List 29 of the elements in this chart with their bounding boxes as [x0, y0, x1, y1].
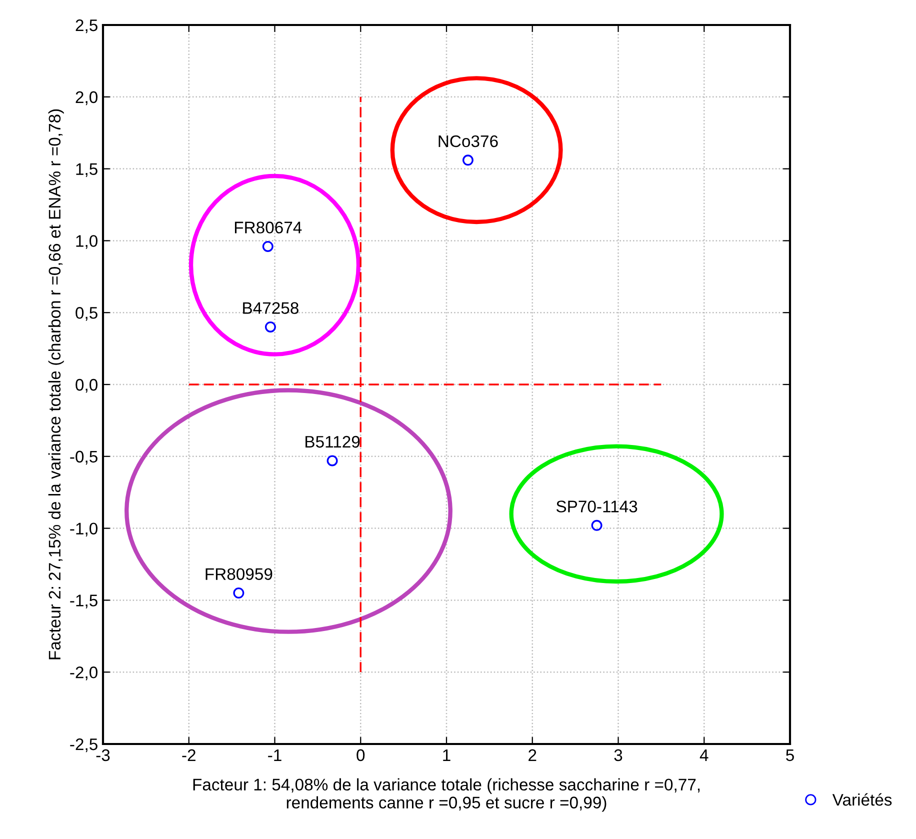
y-tick-label: 1,5: [76, 163, 98, 177]
x-tick-label: 1: [443, 749, 450, 761]
y-axis-title: Facteur 2: 27,15% de la variance totale (charbon r =0,66 et ENA% r =0,78): [48, 109, 64, 660]
x-tick-label: 5: [786, 749, 794, 762]
annotation: SP70-1143: [556, 500, 638, 512]
annotation: B47258: [243, 302, 298, 314]
x-axis-title: Facteur 1: 54,08% de la variance totale (richesse saccharine r =0,77, rendements canne r =0,95 et sucre r =0,99): [193, 778, 700, 812]
x-tick-label: -2: [182, 749, 196, 761]
y-tick-label: -1,0: [70, 522, 98, 536]
x-tick-label: -3: [96, 749, 110, 762]
y-tick-label: 0,5: [76, 307, 98, 321]
annotation: FR80674: [234, 222, 302, 234]
y-tick-label: 0,0: [76, 378, 98, 393]
annotation: NCo376: [438, 135, 498, 148]
x-tick-label: 0: [356, 749, 365, 762]
x-tick-label: 4: [700, 749, 708, 761]
y-tick-label: 1,0: [76, 235, 98, 249]
x-tick-label: -1: [268, 749, 282, 761]
y-tick-label: -0,5: [70, 450, 98, 465]
y-tick-label: 2,0: [76, 91, 98, 106]
y-tick-label: -2,5: [70, 738, 98, 752]
x-tick-label: 3: [614, 749, 622, 762]
y-tick-label: -1,5: [70, 594, 98, 608]
y-tick-label: 2,5: [76, 19, 98, 34]
annotation: B51129: [306, 436, 360, 448]
y-tick-label: -2,0: [70, 666, 98, 680]
annotation: FR80959: [206, 568, 272, 580]
x-tick-label: 2: [528, 749, 536, 761]
legend-label: Variétés: [832, 793, 892, 806]
